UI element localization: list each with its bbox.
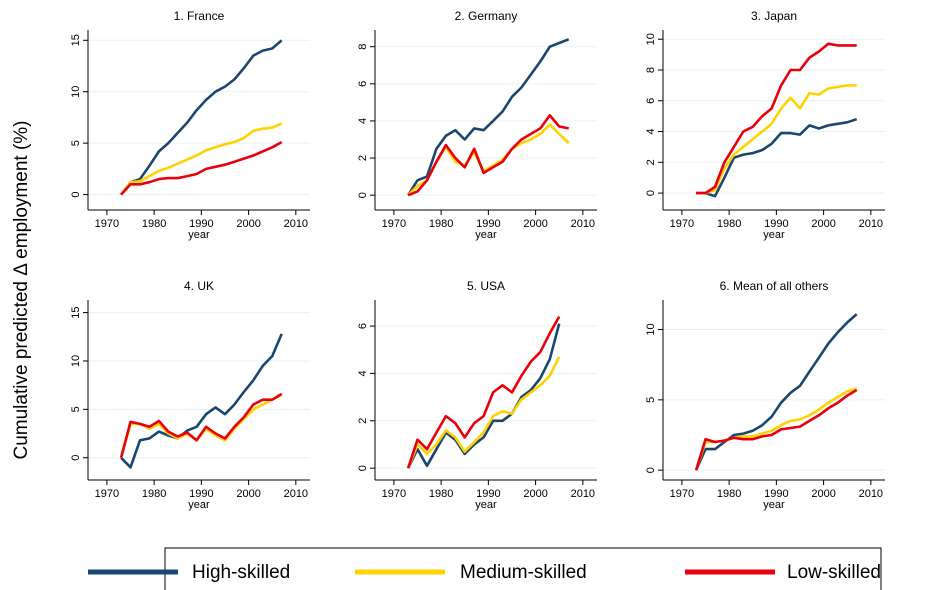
- x-tick-label: 1990: [476, 218, 500, 230]
- y-tick-label: 0: [70, 192, 82, 198]
- y-tick-label: 0: [645, 190, 657, 196]
- x-tick-label: 2000: [236, 218, 260, 230]
- legend-label: High-skilled: [192, 562, 290, 583]
- y-tick-label: 8: [357, 44, 369, 50]
- x-tick-label: 2000: [236, 488, 260, 500]
- series-line: [696, 42, 857, 195]
- y-tick-label: 15: [70, 306, 82, 318]
- x-axis-label: year: [475, 499, 497, 511]
- y-tick-label: 15: [70, 34, 82, 46]
- x-tick-label: 2000: [523, 488, 547, 500]
- x-tick-label: 1980: [717, 488, 741, 500]
- y-tick-label: 4: [357, 370, 369, 376]
- x-tick-label: 2010: [284, 488, 308, 500]
- x-tick-label: 1980: [142, 218, 166, 230]
- y-tick-label: 0: [70, 455, 82, 461]
- x-tick-label: 1990: [189, 218, 213, 230]
- y-axis-label: Cumulative predicted Δ employment (%): [11, 121, 32, 460]
- series-line: [696, 84, 857, 195]
- x-axis-label: year: [188, 499, 210, 511]
- y-tick-label: 10: [70, 355, 82, 367]
- x-tick-label: 1990: [764, 488, 788, 500]
- y-tick-label: 5: [70, 140, 82, 146]
- series-line: [406, 323, 561, 469]
- x-tick-label: 1980: [429, 218, 453, 230]
- y-tick-label: 0: [357, 465, 369, 471]
- y-tick-label: 2: [357, 155, 369, 161]
- panel-title: 6. Mean of all others: [720, 279, 829, 293]
- series-line: [406, 315, 561, 469]
- x-tick-label: 1980: [429, 488, 453, 500]
- legend-label: Low-skilled: [787, 562, 881, 583]
- panel-title: 1. France: [174, 9, 225, 23]
- series-line: [694, 313, 858, 471]
- x-tick-label: 1970: [382, 218, 406, 230]
- series-line: [696, 117, 858, 198]
- y-tick-label: 6: [357, 81, 369, 87]
- x-axis-label: year: [763, 499, 785, 511]
- series-line: [120, 140, 283, 196]
- y-tick-label: 4: [357, 118, 369, 124]
- x-tick-label: 1970: [382, 488, 406, 500]
- x-tick-label: 1970: [95, 218, 119, 230]
- x-tick-label: 1990: [764, 218, 788, 230]
- series-line: [406, 356, 561, 469]
- panel-title: 5. USA: [467, 279, 505, 293]
- y-tick-label: 2: [645, 159, 657, 165]
- x-tick-label: 2010: [284, 218, 308, 230]
- x-tick-label: 1990: [189, 488, 213, 500]
- x-axis-label: year: [188, 229, 210, 241]
- y-tick-label: 10: [645, 33, 657, 45]
- series-line: [407, 38, 570, 196]
- panel-title: 2. Germany: [455, 9, 518, 23]
- legend-label: Medium-skilled: [460, 562, 587, 583]
- x-tick-label: 2000: [811, 488, 835, 500]
- y-tick-label: 6: [645, 98, 657, 104]
- y-tick-label: 5: [645, 397, 657, 403]
- y-tick-label: 6: [357, 323, 369, 329]
- y-tick-label: 5: [70, 406, 82, 412]
- legend-box: [164, 547, 882, 590]
- x-tick-label: 2000: [811, 218, 835, 230]
- series-line: [119, 392, 283, 459]
- series-line: [120, 39, 283, 196]
- series-line: [694, 388, 858, 471]
- x-tick-label: 1970: [670, 488, 694, 500]
- x-tick-label: 2000: [523, 218, 547, 230]
- x-tick-label: 2010: [859, 218, 883, 230]
- x-axis-label: year: [763, 229, 785, 241]
- panel-title: 3. Japan: [751, 9, 797, 23]
- y-tick-label: 10: [645, 323, 657, 335]
- x-tick-label: 1980: [142, 488, 166, 500]
- y-tick-label: 0: [645, 467, 657, 473]
- x-tick-label: 2010: [571, 218, 595, 230]
- x-axis-label: year: [475, 229, 497, 241]
- y-tick-label: 10: [70, 86, 82, 98]
- series-line: [120, 122, 283, 196]
- y-tick-label: 0: [357, 192, 369, 198]
- series-line: [120, 333, 283, 469]
- y-tick-label: 8: [645, 67, 657, 73]
- x-tick-label: 2010: [571, 488, 595, 500]
- y-tick-label: 2: [357, 418, 369, 424]
- x-tick-label: 1980: [717, 218, 741, 230]
- x-tick-label: 1970: [95, 488, 119, 500]
- panel-title: 4. UK: [184, 279, 214, 293]
- x-tick-label: 2010: [859, 488, 883, 500]
- x-tick-label: 1990: [476, 488, 500, 500]
- x-tick-label: 1970: [670, 218, 694, 230]
- series-line: [407, 114, 569, 197]
- y-tick-label: 4: [645, 128, 657, 134]
